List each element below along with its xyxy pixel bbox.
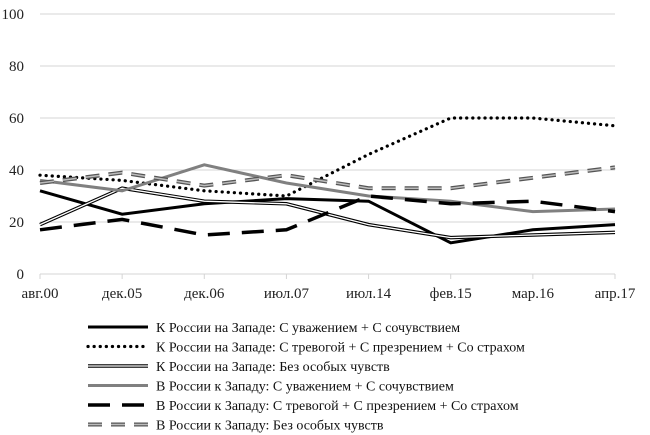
- legend-label: В России к Западу: Без особых чувств: [156, 419, 384, 434]
- y-tick-label: 20: [9, 215, 24, 231]
- x-tick-label: дек.06: [184, 286, 225, 302]
- x-tick-label: мар.16: [512, 286, 555, 302]
- series-2: [38, 116, 617, 198]
- legend-label: В России к Западу: С тревогой + С презре…: [156, 399, 519, 414]
- series-5: [39, 194, 616, 237]
- series-1: [39, 189, 616, 245]
- series-6: [39, 165, 616, 191]
- x-tick-label: апр.17: [595, 286, 636, 302]
- series-line: [39, 189, 616, 245]
- x-tick-label: фев.15: [430, 286, 472, 302]
- y-tick-label: 100: [2, 7, 25, 23]
- x-tick-label: дек.05: [102, 286, 142, 302]
- series-line: [38, 116, 617, 198]
- series-line-inner: [39, 166, 616, 189]
- x-tick-label: июл.14: [346, 286, 392, 302]
- x-tick-label: июл.07: [264, 286, 310, 302]
- legend-label: К России на Западе: С тревогой + С презр…: [156, 341, 525, 356]
- legend-label: В России к Западу: С уважением + С сочув…: [156, 380, 454, 395]
- y-tick-label: 60: [9, 111, 24, 127]
- series-4: [39, 163, 616, 214]
- series-line: [39, 194, 616, 237]
- y-tick-label: 40: [9, 163, 24, 179]
- legend-label: К России на Западе: Без особых чувств: [156, 360, 390, 375]
- legend-label: К России на Западе: С уважением + С сочу…: [156, 321, 460, 336]
- y-tick-label: 0: [17, 267, 25, 283]
- x-tick-label: авг.00: [22, 286, 59, 302]
- series-line: [39, 163, 616, 214]
- y-tick-label: 80: [9, 59, 24, 75]
